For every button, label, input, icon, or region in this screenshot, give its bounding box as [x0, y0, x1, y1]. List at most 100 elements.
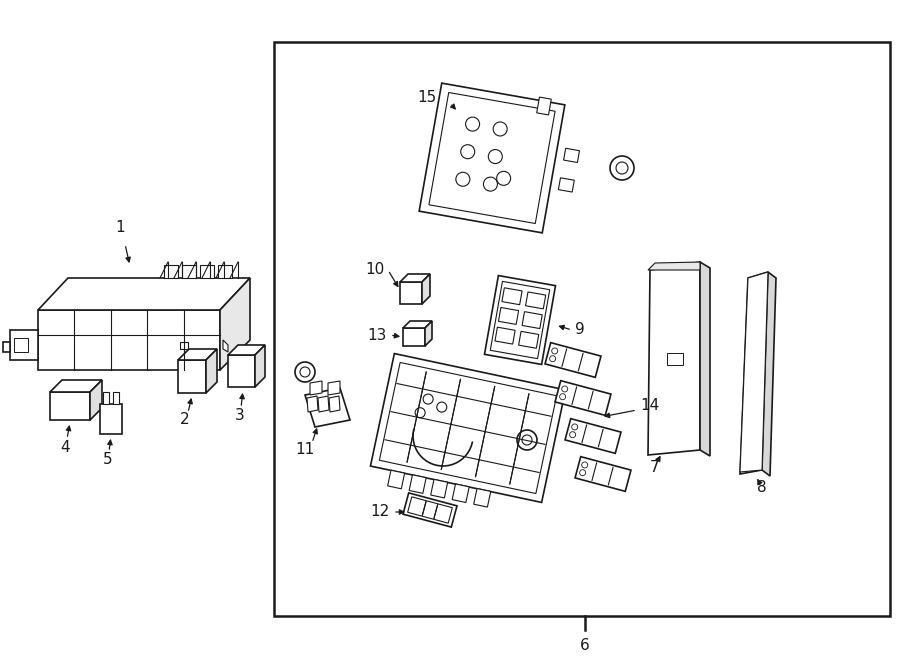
Bar: [14, 338, 28, 352]
Text: 7: 7: [650, 461, 660, 475]
Text: 10: 10: [365, 262, 385, 278]
Polygon shape: [50, 380, 102, 392]
Polygon shape: [164, 265, 178, 278]
Polygon shape: [431, 479, 447, 498]
Polygon shape: [223, 340, 228, 352]
Polygon shape: [90, 380, 102, 420]
Polygon shape: [740, 272, 768, 472]
Polygon shape: [425, 321, 432, 346]
Circle shape: [572, 424, 578, 430]
Circle shape: [560, 394, 565, 400]
Polygon shape: [305, 388, 350, 427]
Circle shape: [580, 470, 586, 476]
Polygon shape: [388, 470, 405, 488]
Polygon shape: [403, 328, 425, 346]
Circle shape: [562, 386, 568, 392]
Text: 12: 12: [371, 504, 390, 520]
Polygon shape: [307, 396, 318, 412]
Circle shape: [570, 432, 576, 438]
Text: 1: 1: [115, 221, 125, 235]
Polygon shape: [491, 282, 550, 359]
Circle shape: [493, 122, 508, 136]
Circle shape: [300, 367, 310, 377]
Polygon shape: [38, 278, 250, 310]
Text: 11: 11: [295, 442, 315, 457]
Text: 2: 2: [180, 412, 190, 428]
Polygon shape: [575, 457, 631, 491]
Polygon shape: [484, 276, 555, 364]
Polygon shape: [403, 321, 432, 328]
Polygon shape: [3, 342, 10, 352]
Polygon shape: [648, 262, 700, 270]
Polygon shape: [328, 381, 340, 395]
Polygon shape: [103, 392, 109, 404]
Polygon shape: [200, 265, 214, 278]
Text: 4: 4: [60, 440, 70, 455]
Polygon shape: [400, 274, 430, 282]
Circle shape: [552, 348, 558, 354]
Polygon shape: [429, 93, 555, 223]
Bar: [667, 353, 683, 365]
Polygon shape: [218, 265, 232, 278]
Polygon shape: [100, 404, 122, 434]
Circle shape: [610, 156, 634, 180]
Text: 14: 14: [640, 399, 659, 414]
Text: 13: 13: [367, 327, 387, 342]
Circle shape: [415, 408, 425, 418]
Circle shape: [581, 462, 588, 468]
Polygon shape: [113, 392, 119, 404]
Polygon shape: [452, 484, 469, 502]
Polygon shape: [371, 354, 565, 502]
Polygon shape: [499, 307, 518, 325]
Circle shape: [489, 149, 502, 163]
Circle shape: [522, 435, 532, 445]
Polygon shape: [180, 342, 188, 349]
Polygon shape: [419, 83, 565, 233]
Polygon shape: [400, 282, 422, 304]
Polygon shape: [558, 178, 574, 192]
Polygon shape: [403, 493, 457, 527]
Polygon shape: [536, 97, 552, 115]
Bar: [274, 42, 890, 616]
Text: 3: 3: [235, 407, 245, 422]
Polygon shape: [648, 262, 700, 455]
Circle shape: [517, 430, 537, 450]
Circle shape: [295, 362, 315, 382]
Polygon shape: [38, 310, 220, 370]
Text: 15: 15: [418, 91, 437, 106]
Polygon shape: [526, 292, 545, 309]
Circle shape: [497, 171, 510, 185]
Polygon shape: [522, 311, 542, 329]
Polygon shape: [178, 360, 206, 393]
Polygon shape: [178, 349, 217, 360]
Polygon shape: [318, 396, 329, 412]
Polygon shape: [228, 345, 265, 355]
Text: 8: 8: [757, 481, 767, 496]
Polygon shape: [700, 262, 710, 456]
Polygon shape: [565, 418, 621, 453]
Polygon shape: [228, 355, 255, 387]
Polygon shape: [740, 272, 768, 474]
Circle shape: [483, 177, 498, 191]
Circle shape: [550, 356, 555, 362]
Polygon shape: [50, 392, 90, 420]
Polygon shape: [555, 381, 611, 415]
Circle shape: [456, 173, 470, 186]
Polygon shape: [495, 327, 515, 344]
Polygon shape: [762, 272, 776, 476]
Polygon shape: [206, 349, 217, 393]
Polygon shape: [310, 381, 322, 395]
Polygon shape: [380, 362, 556, 494]
Circle shape: [616, 162, 628, 174]
Polygon shape: [502, 288, 522, 305]
Polygon shape: [563, 148, 580, 163]
Text: 6: 6: [580, 637, 590, 652]
Polygon shape: [518, 331, 539, 348]
Polygon shape: [255, 345, 265, 387]
Text: 5: 5: [104, 453, 112, 467]
Polygon shape: [182, 265, 196, 278]
Text: 9: 9: [575, 323, 585, 338]
Polygon shape: [545, 342, 601, 377]
Polygon shape: [410, 475, 427, 493]
Polygon shape: [473, 488, 491, 507]
